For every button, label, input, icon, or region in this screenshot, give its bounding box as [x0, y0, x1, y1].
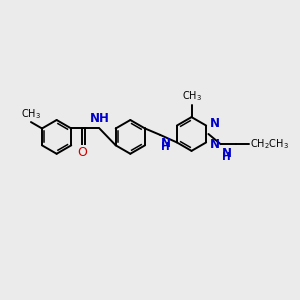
- Text: N: N: [210, 138, 220, 151]
- Text: CH$_2$CH$_3$: CH$_2$CH$_3$: [250, 137, 289, 151]
- Text: NH: NH: [89, 112, 110, 125]
- Text: H: H: [222, 152, 230, 162]
- Text: CH$_3$: CH$_3$: [182, 90, 202, 104]
- Text: N: N: [210, 117, 220, 130]
- Text: CH$_3$: CH$_3$: [21, 107, 41, 121]
- Text: H: H: [161, 142, 170, 152]
- Text: O: O: [77, 146, 87, 159]
- Text: N: N: [222, 146, 232, 160]
- Text: N: N: [161, 137, 171, 150]
